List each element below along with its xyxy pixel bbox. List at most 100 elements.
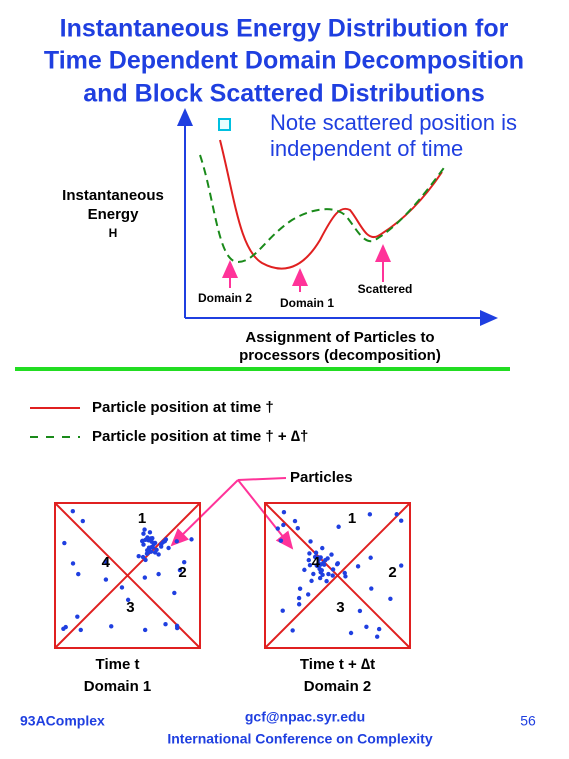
particle [275,526,280,531]
particle [280,608,285,613]
particle [141,542,146,547]
particle [278,538,284,543]
particle [348,630,354,636]
particle [140,538,145,544]
particle [388,596,393,602]
particle [305,592,311,597]
particle [394,512,399,517]
particle [147,530,153,535]
particle [297,586,303,591]
particle [125,597,131,603]
title-line: and Block Scattered Distributions [83,80,484,108]
box-caption: Domain 2 [304,678,372,695]
particle [335,561,341,566]
domain-box [54,502,201,649]
particle [156,552,161,557]
particle [307,562,313,568]
pointer [237,477,287,481]
particle [314,563,320,569]
boxes: 1 2 3 4 Time t Domain 1 1 2 3 4 Time t + ∆t Domain … [54,502,411,695]
pointer [170,479,239,547]
particle [306,557,311,563]
particle [174,625,180,631]
footer-email: gcf@npac.syr.edu [245,709,365,725]
particle [325,556,330,561]
footer-conference: International Conference on Complexity [167,731,432,747]
annotation: Domain 2 [198,291,252,305]
particle [150,545,156,550]
particle [154,547,159,552]
particle [399,518,404,523]
region-label: 1 [138,510,146,527]
particle [281,510,287,515]
particle [321,562,327,567]
domain-divider [264,502,411,649]
bullet [218,118,231,131]
particle [109,624,114,629]
particle [308,539,313,544]
title-line: Time Dependent Domain Decomposition [44,47,524,75]
particle [376,626,382,632]
particle [330,567,336,572]
particle [320,545,325,551]
particle [103,577,109,582]
curve-time-t [219,139,443,270]
note-line: Note scattered position is [270,110,517,135]
particle [174,539,179,544]
particle [374,634,380,639]
region-label: 2 [178,564,186,581]
particle [399,563,404,568]
particle [80,518,86,524]
region-label: 2 [388,564,396,581]
y-label: H [109,226,118,240]
x-label: Assignment of Particles to [245,329,434,346]
particle [330,573,335,578]
particle [324,578,329,584]
particle [295,526,300,531]
particle [78,627,83,633]
particle [368,555,373,560]
particle [63,624,68,630]
particle [326,571,331,577]
particle [150,536,155,541]
particle [307,551,312,556]
particle [149,539,154,544]
particle [367,512,373,517]
particle [76,571,81,577]
particle [70,509,76,514]
particles-label: Particles [290,469,353,486]
x-label: processors (decomposition) [239,347,441,364]
annotation: Scattered [358,282,413,296]
particle [163,622,168,627]
region-label: 1 [348,510,356,527]
particle [141,531,146,536]
particle [177,567,183,573]
particle [75,614,80,619]
domain-divider [54,502,201,649]
particle [317,575,323,581]
particle [292,518,298,524]
particle [142,527,147,532]
particle [309,578,314,584]
particle [343,574,348,579]
particle [342,570,347,576]
particle [319,568,324,573]
particle [172,590,177,596]
particle [281,522,286,528]
particle [142,575,148,580]
particle [103,559,108,564]
domain-box [264,502,411,649]
particle [142,627,148,633]
y-label: Energy [88,206,140,223]
particle [143,557,148,563]
particle [70,561,76,566]
particle [166,545,171,551]
particle [182,559,187,565]
region-label: 4 [102,554,111,571]
region-label: 4 [312,554,321,571]
title-line: Instantaneous Energy Distribution for [60,15,509,43]
particle [313,550,319,555]
y-label: Instantaneous [62,187,164,204]
particle [336,524,341,529]
particle [156,571,161,577]
